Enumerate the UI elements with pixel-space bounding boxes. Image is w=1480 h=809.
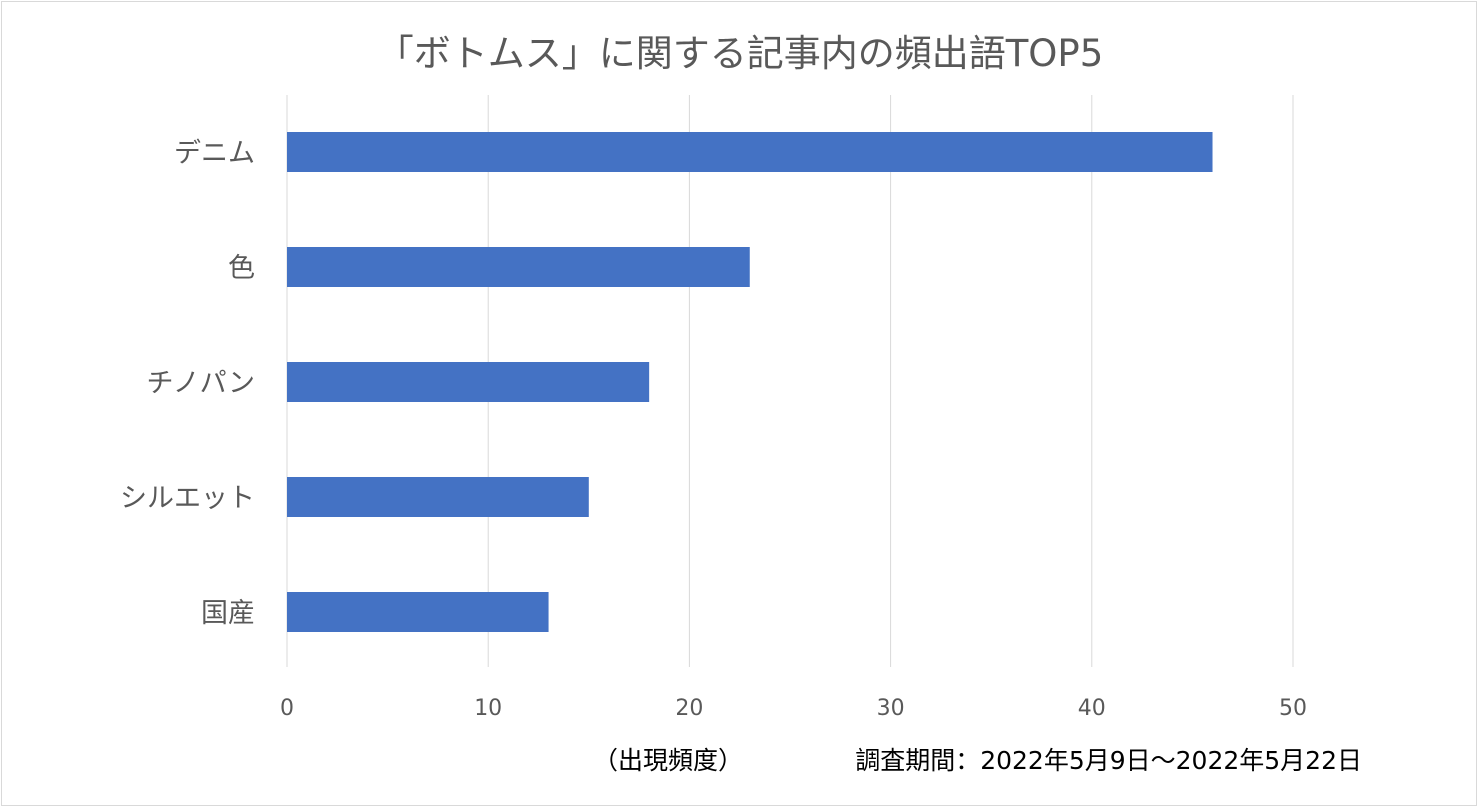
bar-3 [287, 477, 589, 517]
x-tick-label: 30 [877, 696, 905, 721]
category-label: デニム [174, 138, 255, 169]
survey-period-note: 調査期間：2022年5月9日～2022年5月22日 [855, 746, 1362, 775]
x-tick-label: 20 [675, 696, 703, 721]
bar-2 [287, 362, 650, 402]
category-label: シルエット [120, 483, 255, 514]
x-tick-label: 40 [1078, 696, 1106, 721]
bar-1 [287, 247, 750, 287]
x-tick-label: 50 [1279, 696, 1307, 721]
chart-title: 「ボトムス」に関する記事内の頻出語TOP5 [377, 32, 1104, 75]
category-label: 色 [228, 253, 255, 284]
x-axis-label: （出現頻度） [593, 746, 743, 775]
category-label: 国産 [201, 598, 255, 629]
x-tick-label: 0 [280, 696, 294, 721]
x-tick-label: 10 [474, 696, 502, 721]
bar-4 [287, 592, 549, 632]
category-label: チノパン [146, 368, 255, 399]
bar-0 [287, 132, 1213, 172]
